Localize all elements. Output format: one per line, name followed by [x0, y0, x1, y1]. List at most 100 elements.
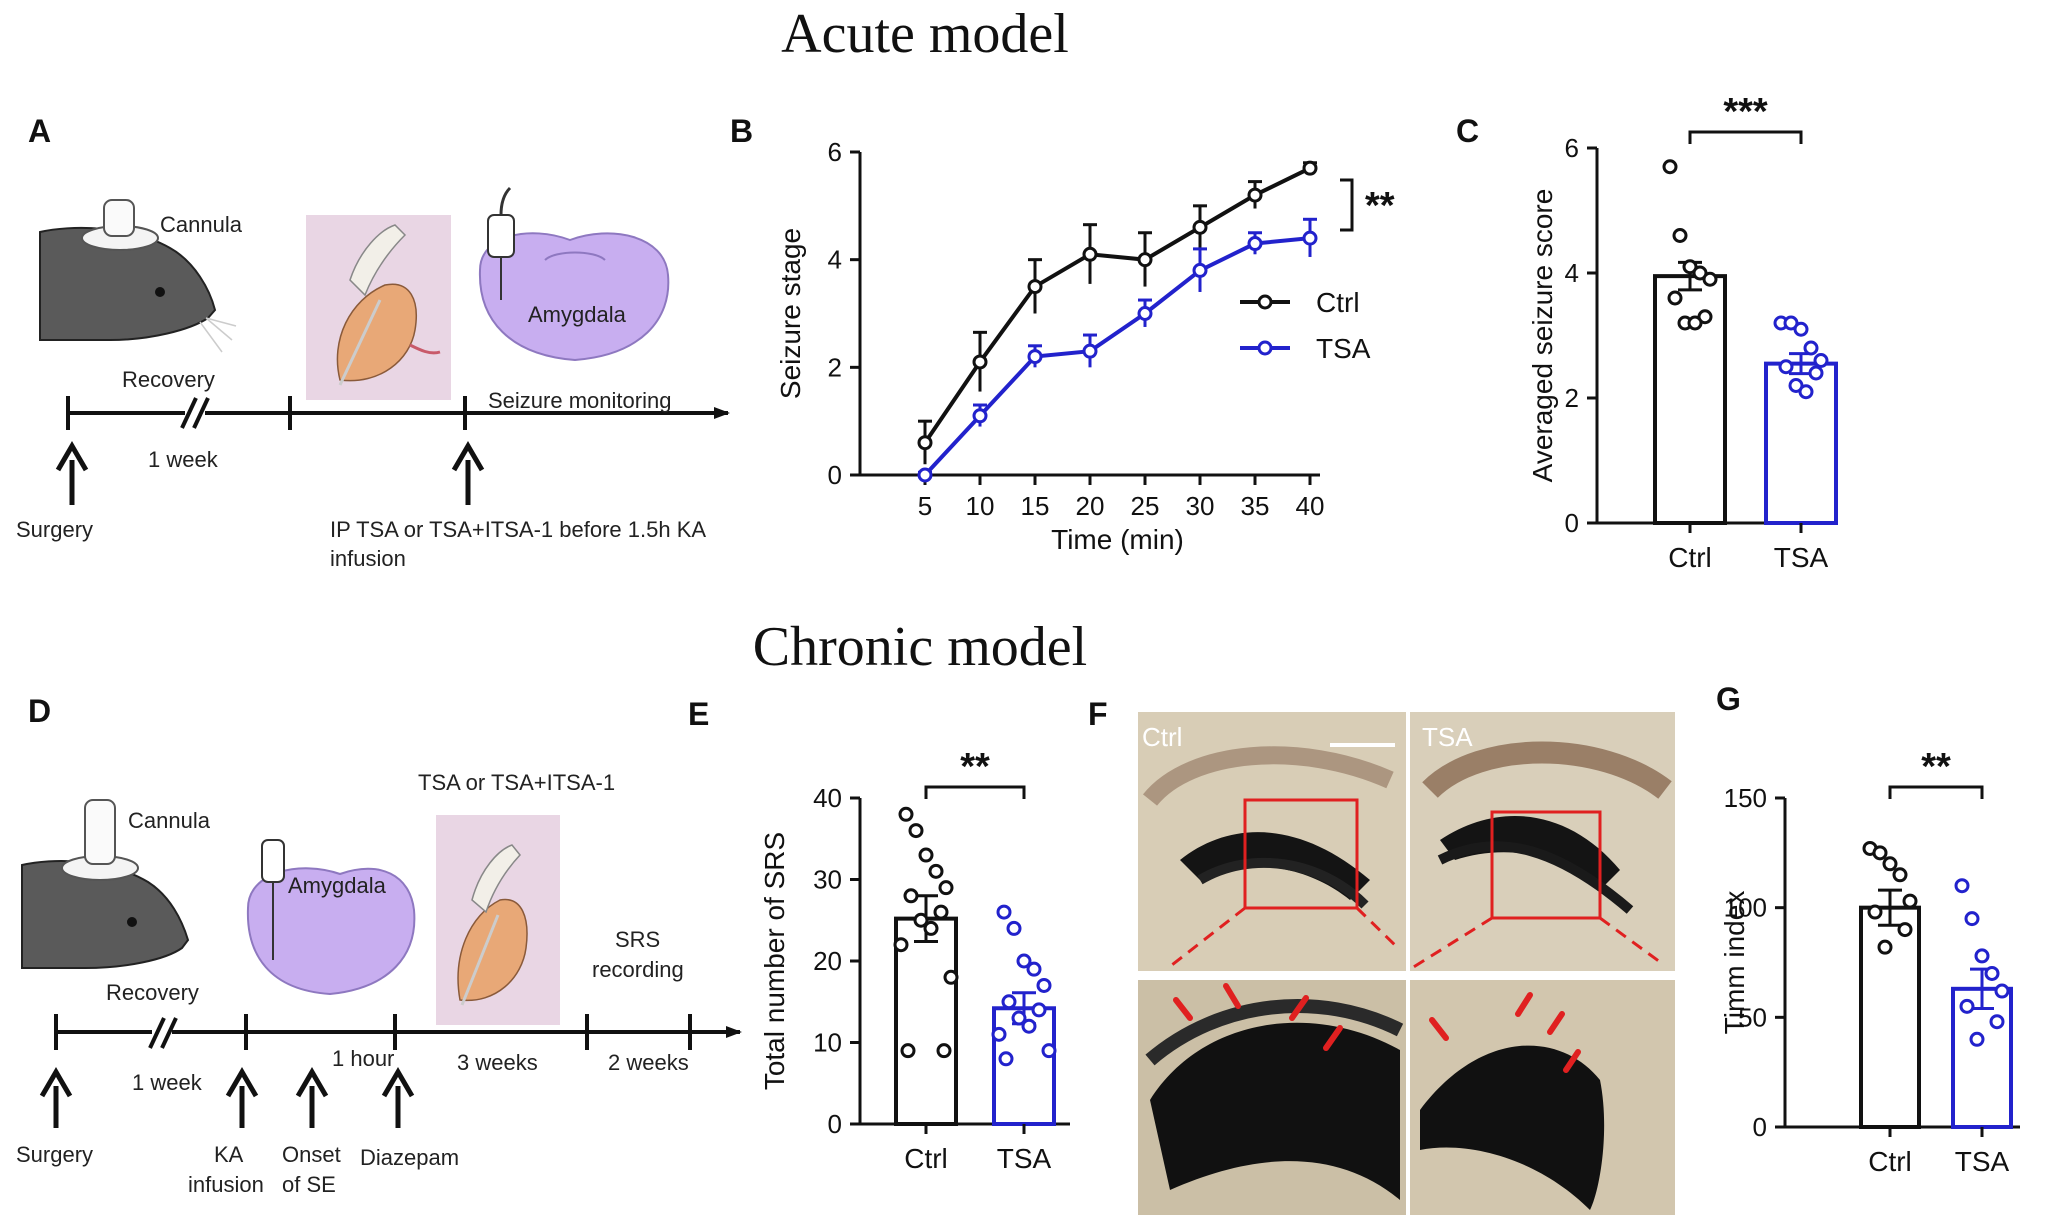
- chart-g-timm-index: 0 50 100 150 Timm index Ctrl TSA **: [1719, 746, 2020, 1177]
- x-tick-label-b: 10: [966, 491, 995, 521]
- y-tick-label-c: 6: [1565, 133, 1579, 163]
- surgery-label-a: Surgery: [16, 517, 93, 542]
- data-point-ctrl: [972, 354, 988, 370]
- onset-label-line2: of SE: [282, 1172, 336, 1197]
- dot-tsa: [1031, 1002, 1047, 1018]
- x-axis-title-b: Time (min): [1051, 524, 1184, 555]
- y-tick-label-c: 0: [1565, 508, 1579, 538]
- y-tick-label-e: 40: [813, 783, 842, 813]
- dot-ctrl: [1892, 867, 1908, 883]
- dot-tsa: [1021, 1018, 1037, 1034]
- dot-tsa: [1964, 911, 1980, 927]
- dot-tsa: [1778, 359, 1794, 375]
- recovery-label-d: Recovery: [106, 980, 199, 1005]
- y-tick-label-b: 6: [828, 137, 842, 167]
- roi-box-ctrl: [1243, 798, 1359, 910]
- diazepam-label: Diazepam: [360, 1145, 459, 1170]
- dot-tsa: [1974, 948, 1990, 964]
- legend-label-tsa: TSA: [1316, 333, 1371, 364]
- y-tick-label-e: 30: [813, 865, 842, 895]
- amygdala-label-a: Amygdala: [528, 302, 627, 327]
- histology-tsa-zoom: [1410, 980, 1675, 1215]
- injection-illustration-d: [436, 815, 560, 1025]
- panel-letter-g: G: [1716, 681, 1741, 717]
- y-tick-label-b: 4: [828, 245, 842, 275]
- data-point-tsa: [1302, 230, 1318, 246]
- surgery-arrow-a: [55, 441, 89, 505]
- dot-ctrl: [903, 888, 919, 904]
- data-point-ctrl: [917, 435, 933, 451]
- dot-tsa: [1984, 965, 2000, 981]
- significance-label-e: **: [960, 746, 990, 788]
- onset-label-line1: Onset: [282, 1142, 341, 1167]
- dot-tsa: [1989, 1014, 2005, 1030]
- dot-tsa: [1006, 920, 1022, 936]
- legend-marker-tsa: [1257, 340, 1273, 356]
- significance-label-g: **: [1921, 746, 1951, 788]
- category-label-ctrl: Ctrl: [1668, 542, 1712, 573]
- dot-ctrl: [1662, 159, 1678, 175]
- dot-ctrl: [933, 904, 949, 920]
- significance-bracket-b: [1340, 178, 1354, 232]
- bar-ctrl: [1653, 274, 1727, 525]
- y-axis-title-g: Timm index: [1719, 891, 1750, 1035]
- x-tick-label-b: 30: [1186, 491, 1215, 521]
- data-point-ctrl: [1027, 279, 1043, 295]
- dot-ctrl: [1672, 228, 1688, 243]
- seizure-monitoring-label: Seizure monitoring: [488, 388, 671, 413]
- histology-tsa-overview: [1410, 712, 1675, 972]
- axis-break-a: [180, 397, 210, 429]
- cannula-label-a: Cannula: [160, 212, 243, 237]
- chart-b-seizure-stage: 0 2 4 6 5 10 15 20 25 30 35 40 Time (min) Seizure sta…: [775, 137, 1395, 555]
- y-tick-label-c: 2: [1565, 383, 1579, 413]
- significance-bracket-c: [1688, 130, 1803, 144]
- dot-ctrl: [1872, 845, 1888, 861]
- data-point-tsa: [1137, 306, 1153, 321]
- y-tick-label-g: 0: [1753, 1112, 1767, 1142]
- brain-amygdala-illustration-d: [246, 839, 416, 996]
- one-hour-label: 1 hour: [332, 1046, 394, 1071]
- data-point-tsa: [972, 408, 988, 424]
- two-weeks-label: 2 weeks: [608, 1050, 689, 1075]
- data-point-tsa: [1247, 236, 1263, 252]
- series-line-tsa: [923, 236, 1311, 477]
- dot-tsa: [1798, 384, 1814, 400]
- acute-model-title: Acute model: [781, 3, 1069, 65]
- dot-ctrl: [928, 863, 944, 879]
- panel-letter-e: E: [688, 696, 709, 732]
- chart-e-total-srs: 0 10 20 30 40 Total number of SRS Ctrl TSA **: [759, 746, 1070, 1174]
- injection-illustration-a: [306, 215, 451, 400]
- dot-ctrl: [923, 920, 939, 936]
- dot-ctrl: [898, 806, 914, 822]
- cannula-label-d: Cannula: [128, 808, 211, 833]
- dot-ctrl: [1867, 904, 1883, 920]
- histology-tsa-label: TSA: [1422, 722, 1473, 752]
- chronic-model-title: Chronic model: [753, 616, 1087, 678]
- x-tick-label-b: 40: [1296, 491, 1325, 521]
- y-tick-label-g: 50: [1738, 1002, 1767, 1032]
- dot-ctrl: [893, 937, 909, 953]
- dot-tsa: [1969, 1031, 1985, 1047]
- ip-tsa-label-line1: IP TSA or TSA+ITSA-1 before 1.5h KA: [330, 517, 706, 542]
- x-tick-label-b: 20: [1076, 491, 1105, 521]
- axis-break-d: [148, 1017, 178, 1049]
- significance-label-b: **: [1365, 185, 1395, 227]
- category-label-tsa: TSA: [997, 1143, 1052, 1174]
- dot-tsa: [1016, 953, 1032, 969]
- dot-ctrl: [908, 823, 924, 839]
- bar-ctrl: [1859, 905, 1921, 1130]
- dot-tsa: [1041, 1043, 1057, 1059]
- panel-letter-a: A: [28, 113, 51, 149]
- brain-amygdala-illustration-a: [478, 186, 670, 362]
- data-point-ctrl: [1247, 187, 1263, 203]
- ka-label-line2: infusion: [188, 1172, 264, 1197]
- category-label-ctrl: Ctrl: [904, 1143, 948, 1174]
- x-tick-label-b: 5: [918, 491, 932, 521]
- legend-marker-ctrl: [1257, 294, 1273, 310]
- dot-ctrl: [936, 1043, 952, 1059]
- dot-ctrl: [1877, 939, 1893, 955]
- zoom-lines: [1167, 906, 1661, 970]
- dot-ctrl: [900, 1043, 916, 1059]
- dot-tsa: [991, 1026, 1007, 1042]
- y-tick-label-c: 4: [1565, 258, 1579, 288]
